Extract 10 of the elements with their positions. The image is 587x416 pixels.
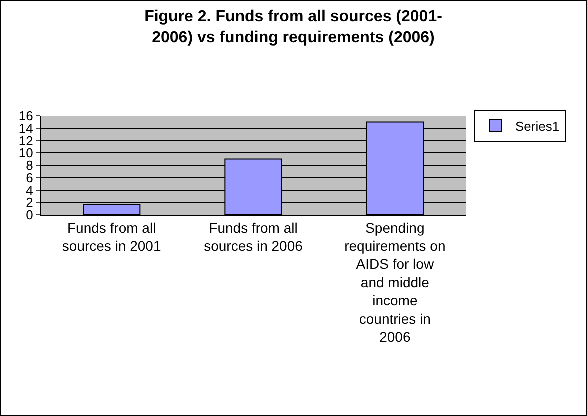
y-tick-label: 2 [26,195,34,210]
x-tick-label: Spending requirements on AIDS for low and middle income countries in 2006 [344,220,446,345]
chart-title: Figure 2. Funds from all sources (2001- 2006) vs funding requirements (2006) [144,8,442,46]
y-tick-label: 4 [26,182,34,198]
y-tick-label: 12 [18,133,34,148]
x-tick-label: Funds from all sources in 2001 [62,220,162,254]
legend-label: Series1 [516,118,560,134]
y-tick-label: 0 [26,208,34,223]
y-tick-label: 10 [18,146,34,161]
x-tick-label: Funds from all sources in 2006 [204,220,304,254]
